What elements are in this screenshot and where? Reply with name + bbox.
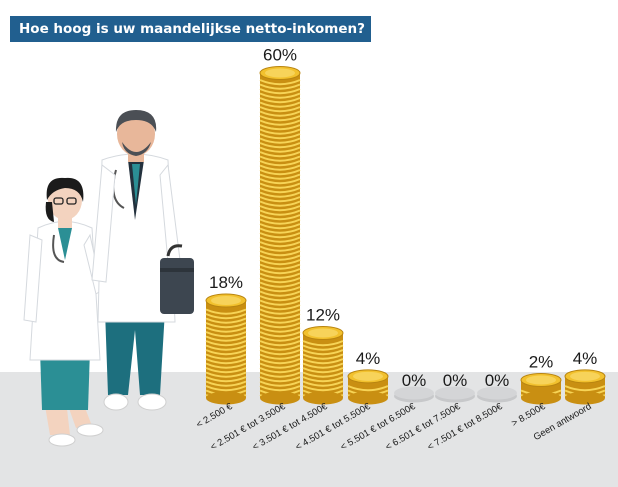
coin-stack-bar [347, 369, 389, 405]
category-label: < 7.501 € tot 8.500€ [426, 401, 506, 453]
data-label: 18% [209, 273, 243, 292]
category-label: < 3.501 € tot 4.500€ [251, 401, 331, 453]
coin-stack-bar [435, 386, 475, 403]
category-label: < 4.501 € tot 5.500€ [294, 401, 374, 453]
coin-stack-bar [259, 66, 301, 405]
category-label: < 2.500 € [194, 401, 235, 431]
data-label: 2% [529, 353, 554, 372]
coin-stack-bar [394, 386, 434, 403]
coin-stack-bar [205, 293, 247, 405]
doctors-illustration [23, 110, 194, 447]
category-label: > 8.500€ [510, 401, 548, 430]
category-label: < 5.501 € tot 6.500€ [339, 401, 419, 453]
female-doctor-icon [23, 177, 104, 447]
data-label: 0% [402, 371, 427, 390]
category-label: < 6.501 € tot 7.500€ [384, 401, 464, 453]
coin-stack-bar [302, 326, 344, 405]
data-label: 0% [485, 371, 510, 390]
coin-stack-bar [564, 369, 606, 405]
coin-stack-bar [520, 373, 562, 405]
data-label: 60% [263, 46, 297, 65]
data-label: 12% [306, 306, 340, 325]
chart-title: Hoe hoog is uw maandelijkse netto-inkome… [10, 16, 371, 42]
coin-stack-bar [477, 386, 517, 403]
data-label: 4% [573, 349, 598, 368]
briefcase-icon [160, 244, 194, 314]
data-label: 4% [356, 349, 381, 368]
data-label: 0% [443, 371, 468, 390]
male-doctor-icon [91, 110, 181, 411]
